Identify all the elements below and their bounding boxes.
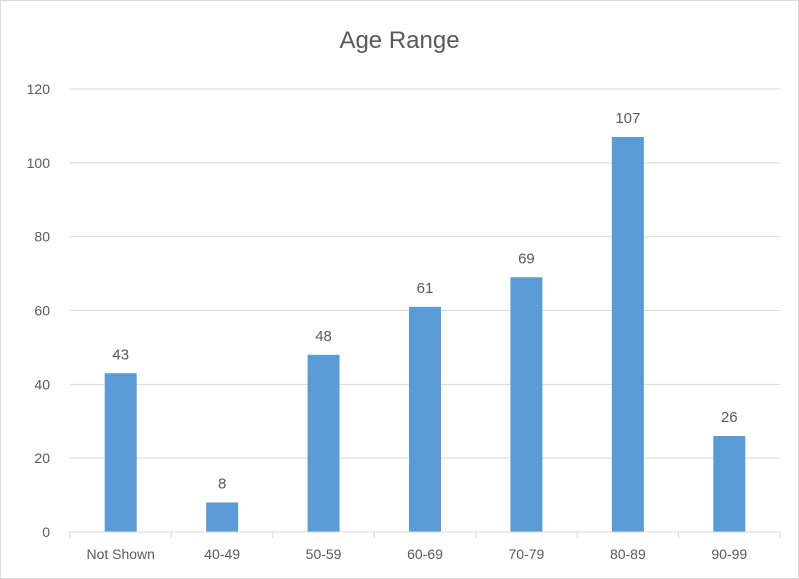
data-label: 8 (218, 475, 226, 492)
x-tick-label: 80-89 (610, 546, 646, 562)
data-label: 48 (315, 328, 332, 345)
bar (510, 277, 543, 532)
data-label: 26 (721, 409, 738, 426)
x-tick-label: 50-59 (306, 546, 342, 562)
bar (409, 306, 441, 532)
bar (307, 354, 340, 532)
x-tick-label: Not Shown (86, 546, 154, 562)
y-tick-label: 120 (27, 81, 51, 97)
y-axis-ticks: 0 20 40 60 80 100 120 (27, 81, 51, 540)
bars (104, 136, 746, 532)
y-tick-label: 0 (42, 524, 50, 540)
y-tick-label: 80 (34, 229, 50, 245)
y-tick-label: 100 (27, 155, 51, 171)
x-tick-label: 90-99 (711, 546, 747, 562)
bar (713, 436, 746, 532)
y-tick-label: 60 (34, 303, 50, 319)
bar (104, 373, 137, 532)
y-tick-label: 20 (34, 450, 50, 466)
data-label: 69 (518, 250, 535, 267)
x-tick-label: 40-49 (204, 546, 240, 562)
data-label: 43 (112, 346, 129, 363)
y-tick-label: 40 (34, 376, 50, 392)
x-tick-label: 60-69 (407, 546, 443, 562)
data-labels: 43 8 48 61 69 107 26 (112, 110, 737, 492)
x-axis (69, 531, 781, 538)
chart-title: Age Range (339, 27, 460, 54)
bar (206, 502, 239, 532)
x-axis-ticks: Not Shown 40-49 50-59 60-69 70-79 80-89 90-99 (86, 546, 747, 562)
data-label: 61 (417, 280, 434, 297)
x-tick-label: 70-79 (509, 546, 545, 562)
data-label: 107 (615, 110, 640, 127)
bar (611, 136, 644, 532)
